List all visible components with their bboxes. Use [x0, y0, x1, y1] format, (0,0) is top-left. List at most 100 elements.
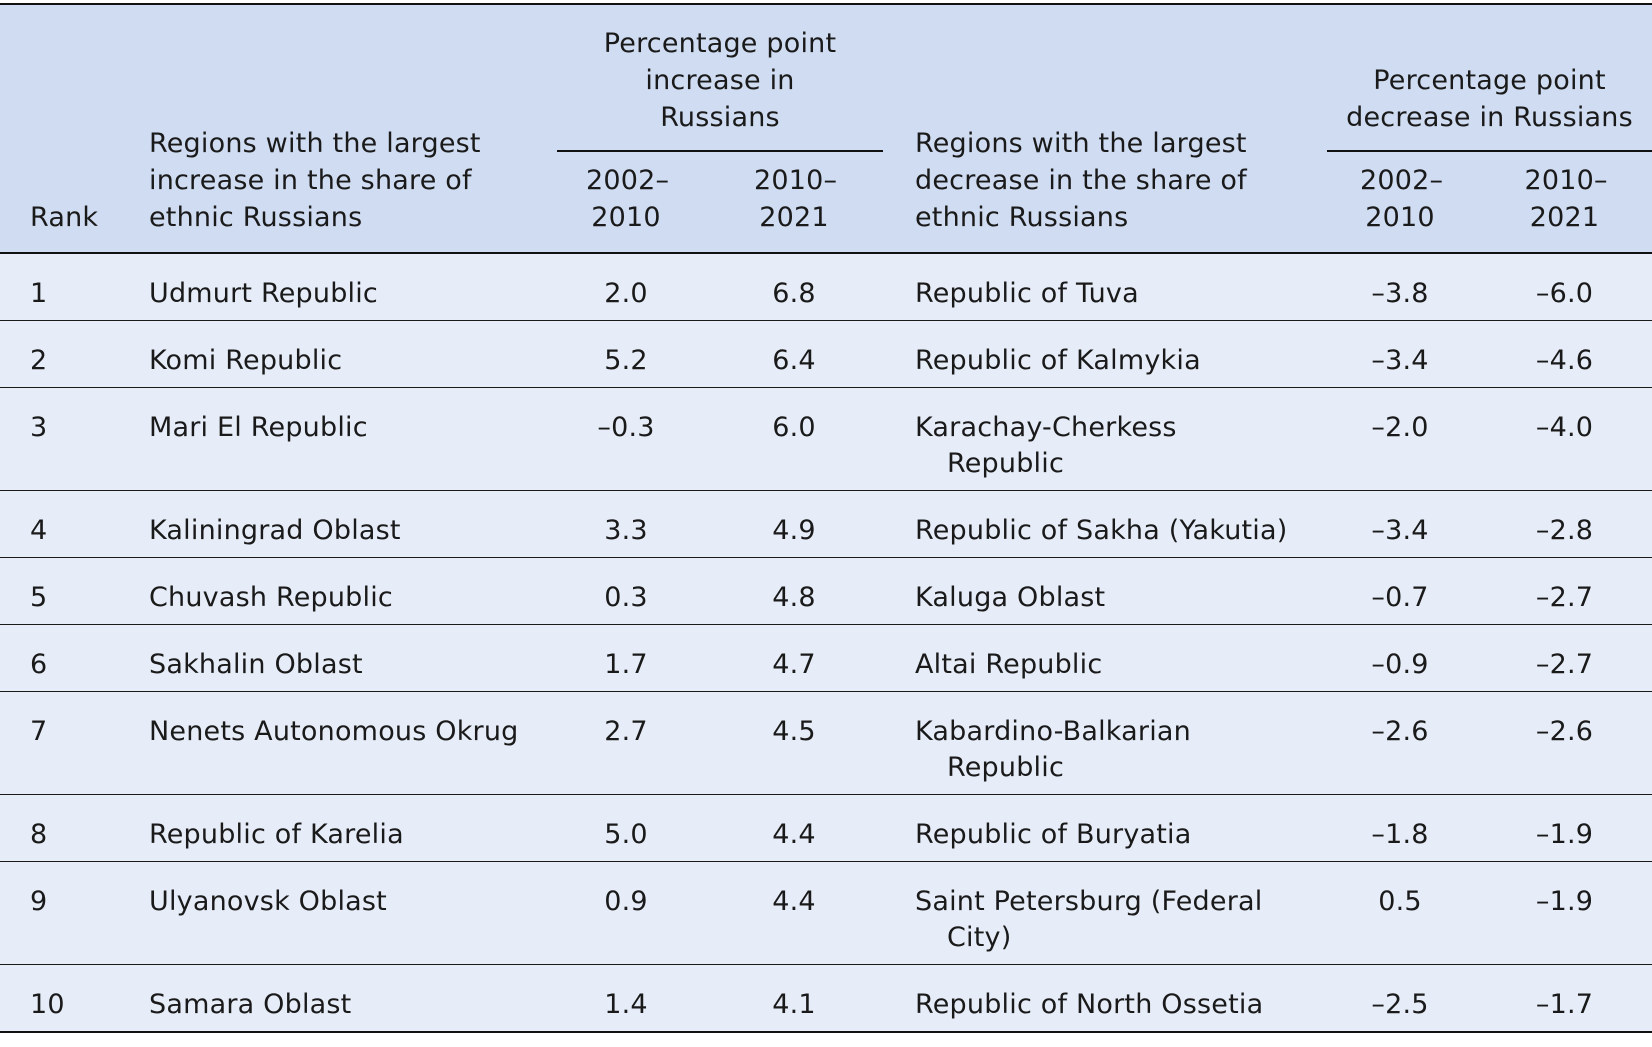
decrease-region-cell-text: Kaluga Oblast: [915, 582, 1106, 613]
table-header: Rank Regions with the largest increase i…: [0, 4, 1652, 253]
increase-region-cell-text: Ulyanovsk Oblast: [149, 886, 387, 917]
increase-region-cell: Republic of Karelia: [117, 795, 527, 862]
rank-cell: 7: [30, 716, 48, 747]
increase-period-b-cell: 4.4: [772, 819, 816, 850]
increase-period-b-cell: 4.5: [772, 716, 816, 747]
rank-header: Rank: [30, 202, 99, 233]
table-body: 1 Udmurt Republic 2.0 6.8 Republic of Tuva –3…: [0, 253, 1652, 1032]
decrease-region-cell-text: Republic of North Ossetia: [915, 989, 1264, 1020]
decrease-region-cell: Republic of Tuva: [883, 253, 1303, 321]
table-row: 9 Ulyanovsk Oblast 0.9 4.4 Saint Petersburg …: [0, 861, 1652, 965]
increase-period-a-cell: 0.3: [604, 582, 648, 613]
increase-region-cell: Nenets Autonomous Okrug: [117, 692, 527, 795]
increase-period-a-cell: 1.7: [604, 649, 648, 680]
decrease-region-cell-text: Altai Republic: [915, 649, 1103, 680]
decrease-period-b-cell: –1.9: [1535, 819, 1594, 850]
increase-period-a-cell: 0.9: [604, 886, 648, 917]
decrease-period-a-cell: –3.4: [1371, 345, 1429, 376]
decrease-period-a-cell: 0.5: [1378, 886, 1422, 917]
table-row: 2 Komi Republic 5.2 6.4 Republic of Kalmykia…: [0, 320, 1652, 388]
decrease-period-a-cell: –3.8: [1371, 278, 1429, 309]
increase-region-cell-text: Sakhalin Oblast: [149, 649, 363, 680]
increase-region-cell: Mari El Republic: [117, 388, 527, 491]
increase-region-cell: Kaliningrad Oblast: [117, 491, 527, 558]
decrease-region-cell-text: Republic of Sakha (Yakutia): [915, 515, 1288, 546]
table-row: 6 Sakhalin Oblast 1.7 4.7 Altai Republic –0.9…: [0, 624, 1652, 692]
increase-region-cell-text: Nenets Autonomous Okrug: [149, 716, 519, 747]
decrease-region-cell-text: Karachay-Cherkess Republic: [915, 412, 1177, 479]
increase-period-a-cell: 1.4: [604, 989, 648, 1020]
decrease-region-cell: Karachay-Cherkess Republic: [883, 388, 1303, 491]
decrease-period-b-cell: –1.9: [1535, 886, 1594, 917]
rank-cell: 2: [30, 345, 48, 376]
increase-period-b-cell: 6.8: [772, 278, 816, 309]
increase-period-a-cell: 2.0: [604, 278, 648, 309]
rank-cell: 10: [30, 989, 65, 1020]
ethnic-russians-table: Rank Regions with the largest increase i…: [0, 3, 1652, 1033]
increase-period-b-cell: 4.7: [772, 649, 816, 680]
increase-region-cell-text: Kaliningrad Oblast: [149, 515, 401, 546]
increase-region-cell: Samara Oblast: [117, 965, 527, 1033]
decrease-region-cell: Kabardino-Balkarian Republic: [883, 692, 1303, 795]
table-row: 7 Nenets Autonomous Okrug 2.7 4.5 Kabardino-…: [0, 691, 1652, 795]
decrease-region-cell: Saint Petersburg (Federal City): [883, 862, 1303, 965]
decrease-period-b-cell: –1.7: [1535, 989, 1594, 1020]
rank-cell: 6: [30, 649, 48, 680]
increase-period-b-header: 2010–2021: [754, 165, 838, 233]
increase-region-cell: Komi Republic: [117, 321, 527, 388]
increase-region-cell-text: Udmurt Republic: [149, 278, 378, 309]
decrease-period-b-cell: –2.8: [1535, 515, 1594, 546]
decrease-period-a-cell: –1.8: [1371, 819, 1429, 850]
increase-period-a-cell: 2.7: [604, 716, 648, 747]
decrease-period-a-cell: –0.9: [1371, 649, 1429, 680]
increase-region-cell-text: Komi Republic: [149, 345, 343, 376]
decrease-region-header: Regions with the largest decrease in the…: [915, 128, 1247, 233]
rank-cell: 1: [30, 278, 48, 309]
decrease-region-cell: Republic of Sakha (Yakutia): [883, 491, 1303, 558]
increase-region-cell: Chuvash Republic: [117, 558, 527, 625]
increase-period-b-cell: 4.1: [772, 989, 816, 1020]
decrease-period-b-cell: –2.7: [1535, 649, 1594, 680]
increase-group-header: Percentage point increase in Russians: [527, 4, 883, 152]
table-row: 3 Mari El Republic –0.3 6.0 Karachay-Cherkes…: [0, 387, 1652, 491]
decrease-period-b-cell: –4.6: [1535, 345, 1594, 376]
table-row: 5 Chuvash Republic 0.3 4.8 Kaluga Oblast –0.7…: [0, 557, 1652, 625]
decrease-period-b-cell: –6.0: [1535, 278, 1594, 309]
increase-period-a-cell: 5.0: [604, 819, 648, 850]
increase-region-cell: Sakhalin Oblast: [117, 625, 527, 692]
decrease-period-a-cell: –2.5: [1371, 989, 1429, 1020]
table-row: 8 Republic of Karelia 5.0 4.4 Republic of Bu…: [0, 794, 1652, 862]
decrease-region-cell: Republic of Kalmykia: [883, 321, 1303, 388]
increase-group-label: Percentage point increase in Russians: [603, 28, 837, 133]
decrease-region-cell: Kaluga Oblast: [883, 558, 1303, 625]
decrease-group-label: Percentage point decrease in Russians: [1346, 65, 1633, 133]
decrease-region-cell-text: Republic of Buryatia: [915, 819, 1192, 850]
increase-period-b-cell: 6.0: [772, 412, 816, 443]
decrease-region-cell-text: Republic of Tuva: [915, 278, 1139, 309]
decrease-group-header: Percentage point decrease in Russians: [1303, 4, 1652, 152]
decrease-period-b-header: 2010–2021: [1524, 165, 1608, 233]
increase-period-a-cell: 3.3: [604, 515, 648, 546]
rank-cell: 4: [30, 515, 48, 546]
decrease-period-a-cell: –0.7: [1371, 582, 1429, 613]
table-row: 10 Samara Oblast 1.4 4.1 Republic of North O…: [0, 964, 1652, 1033]
increase-period-b-cell: 4.8: [772, 582, 816, 613]
decrease-period-a-cell: –2.0: [1371, 412, 1429, 443]
increase-region-cell-text: Mari El Republic: [149, 412, 368, 443]
decrease-region-cell: Republic of Buryatia: [883, 795, 1303, 862]
table-row: 4 Kaliningrad Oblast 3.3 4.9 Republic of Sak…: [0, 490, 1652, 558]
rank-cell: 5: [30, 582, 48, 613]
increase-period-b-cell: 6.4: [772, 345, 816, 376]
rank-cell: 8: [30, 819, 48, 850]
increase-period-b-cell: 4.9: [772, 515, 816, 546]
decrease-period-b-cell: –2.6: [1535, 716, 1594, 747]
increase-period-b-cell: 4.4: [772, 886, 816, 917]
increase-region-cell-text: Samara Oblast: [149, 989, 352, 1020]
increase-region-cell-text: Chuvash Republic: [149, 582, 393, 613]
increase-period-a-header: 2002–2010: [586, 165, 670, 233]
decrease-period-b-cell: –2.7: [1535, 582, 1594, 613]
table-row: 1 Udmurt Republic 2.0 6.8 Republic of Tuva –3…: [0, 253, 1652, 321]
header-row-top: Rank Regions with the largest increase i…: [0, 4, 1652, 233]
decrease-region-cell-text: Republic of Kalmykia: [915, 345, 1201, 376]
decrease-period-a-header: 2002–2010: [1360, 165, 1444, 233]
